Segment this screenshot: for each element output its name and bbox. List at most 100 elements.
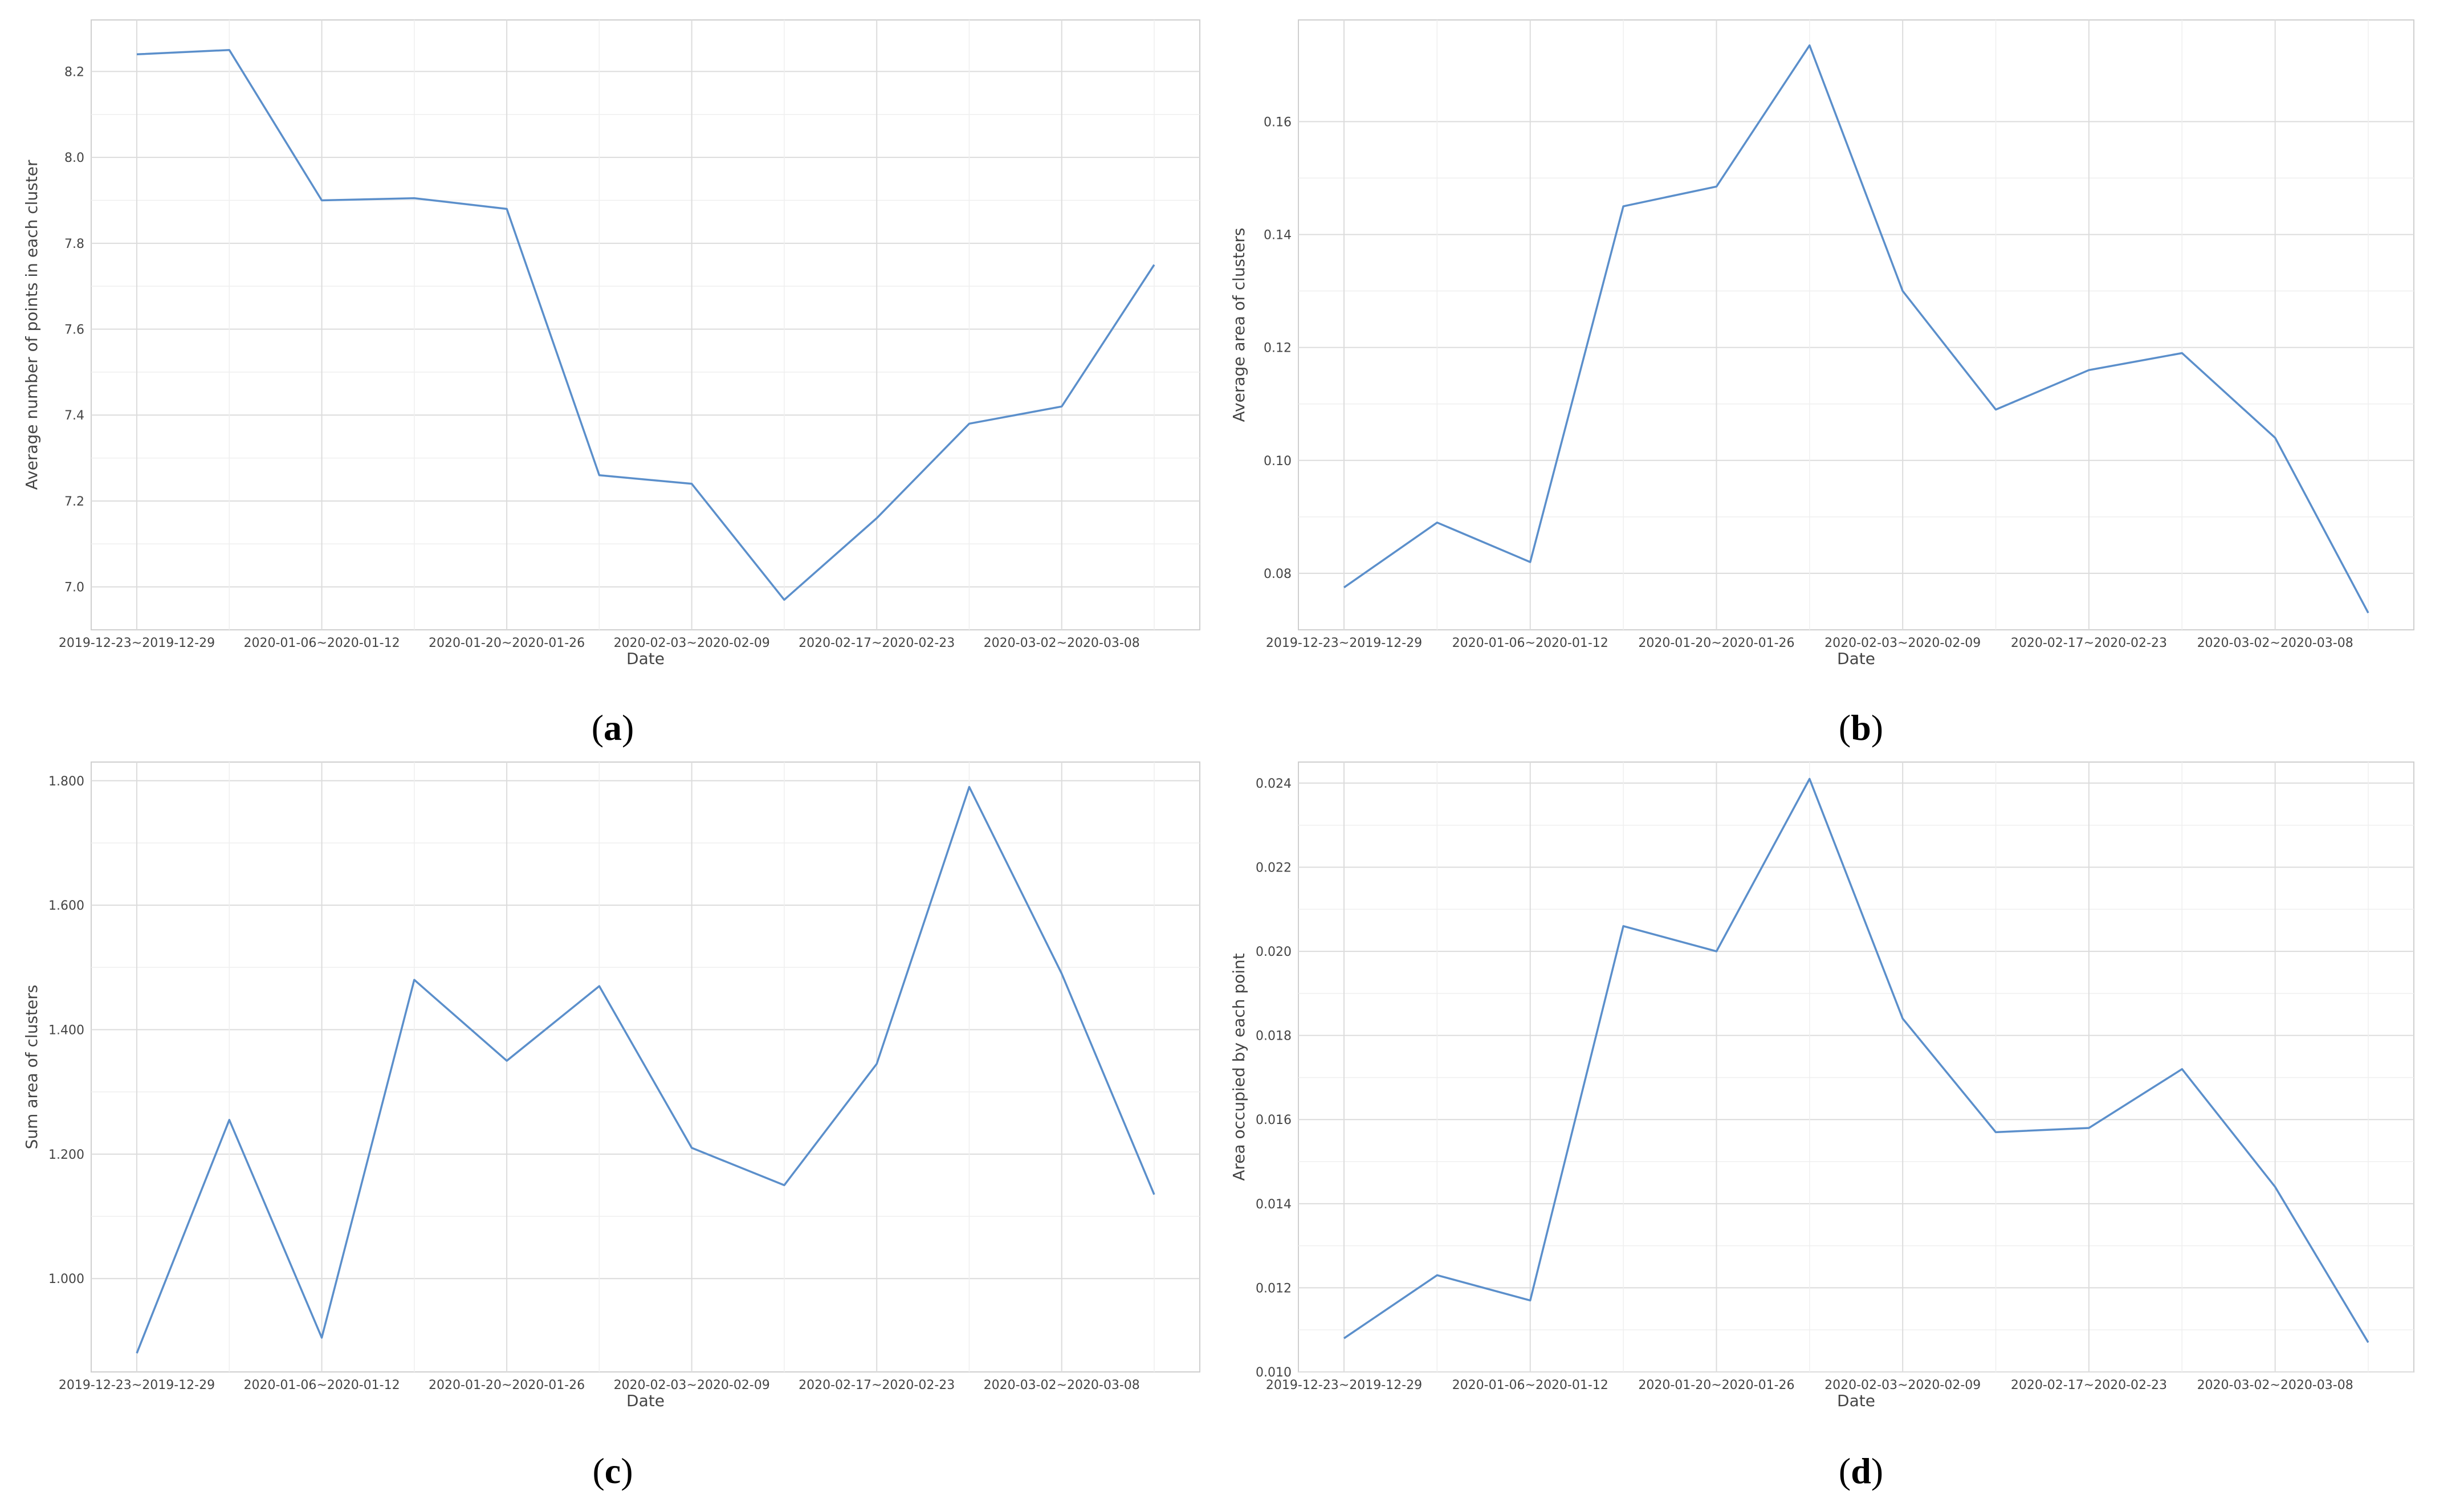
- y-tick-label-a: 7.4: [64, 409, 84, 423]
- data-point-b: [2088, 369, 2090, 371]
- data-point-d: [1809, 778, 1811, 780]
- data-point-d: [1901, 1017, 1904, 1020]
- y-tick-label-a: 8.2: [64, 65, 84, 79]
- chart-panel-d: 0.010 0.012 0.014 0.016 0.018 0.020 0.022 0.024…: [1229, 761, 2414, 1410]
- data-point-a: [968, 422, 970, 425]
- y-tick-label-a: 7.0: [64, 581, 84, 595]
- x-tick-label-b: 2020-01-06~2020-01-12: [1452, 636, 1608, 650]
- x-tick-label-c: 2020-02-03~2020-02-09: [614, 1378, 770, 1392]
- y-tick-label-d: 0.022: [1256, 861, 1292, 875]
- y-tick-label-a: 7.6: [64, 323, 84, 337]
- data-point-d: [2181, 1068, 2183, 1070]
- x-tick-label-a: 2020-02-17~2020-02-23: [799, 636, 955, 650]
- y-tick-label-d: 0.020: [1256, 945, 1292, 959]
- x-tick-label-c: 2019-12-23~2019-12-29: [59, 1378, 215, 1392]
- y-tick-label-d: 0.012: [1256, 1281, 1292, 1296]
- data-point-c: [968, 786, 970, 788]
- data-point-c: [506, 1060, 508, 1062]
- data-point-a: [228, 49, 230, 51]
- data-point-c: [228, 1119, 230, 1121]
- data-point-d: [1529, 1300, 1532, 1302]
- x-tick-label-a: 2020-03-02~2020-03-08: [984, 636, 1140, 650]
- x-axis-title-d: Date: [1837, 1391, 1875, 1410]
- x-tick-label-b: 2020-03-02~2020-03-08: [2197, 636, 2353, 650]
- data-point-a: [875, 517, 878, 519]
- data-point-a: [321, 199, 323, 201]
- data-point-c: [783, 1184, 785, 1186]
- plot-frame-d: [1298, 761, 2414, 1372]
- x-axis-title-b: Date: [1837, 649, 1875, 668]
- y-tick-label-d: 0.018: [1256, 1029, 1292, 1044]
- data-point-d: [2274, 1186, 2276, 1188]
- x-tick-label-c: 2020-02-17~2020-02-23: [799, 1378, 955, 1392]
- y-axis-title-a: Average number of points in each cluster: [22, 160, 41, 490]
- x-tick-label-a: 2020-01-06~2020-01-12: [243, 636, 400, 650]
- data-point-c: [1061, 972, 1063, 975]
- data-point-a: [136, 53, 138, 55]
- data-point-a: [413, 197, 416, 199]
- y-tick-label-c: 1.400: [48, 1023, 84, 1037]
- y-axis-title-c: Sum area of clusters: [22, 985, 41, 1150]
- data-point-b: [1715, 185, 1717, 188]
- y-tick-label-b: 0.16: [1264, 115, 1292, 129]
- caption-a: (a): [592, 707, 634, 748]
- x-tick-label-c: 2020-01-20~2020-01-26: [429, 1378, 585, 1392]
- data-point-c: [1153, 1194, 1155, 1196]
- y-tick-label-d: 0.010: [1256, 1366, 1292, 1380]
- data-point-a: [1061, 405, 1063, 408]
- data-point-d: [1715, 950, 1717, 952]
- data-point-a: [598, 474, 600, 476]
- x-tick-label-b: 2020-02-17~2020-02-23: [2011, 636, 2167, 650]
- y-axis-title-d: Area occupied by each point: [1229, 953, 1248, 1181]
- series-line-b: [1343, 44, 2369, 614]
- x-tick-label-b: 2020-02-03~2020-02-09: [1824, 636, 1981, 650]
- x-tick-label-c: 2020-03-02~2020-03-08: [984, 1378, 1140, 1392]
- y-tick-label-c: 1.000: [48, 1272, 84, 1286]
- x-tick-label-d: 2019-12-23~2019-12-29: [1266, 1378, 1422, 1392]
- data-point-c: [413, 979, 416, 981]
- data-point-d: [1343, 1337, 1345, 1339]
- y-tick-label-a: 7.8: [64, 237, 84, 251]
- data-point-b: [1529, 561, 1532, 563]
- y-tick-label-d: 0.016: [1256, 1113, 1292, 1127]
- data-point-a: [1153, 264, 1155, 266]
- y-tick-label-c: 1.200: [48, 1148, 84, 1162]
- data-point-d: [1436, 1274, 1438, 1276]
- y-tick-label-b: 0.12: [1264, 341, 1292, 356]
- data-point-d: [1622, 925, 1624, 927]
- x-tick-label-a: 2020-02-03~2020-02-09: [614, 636, 770, 650]
- x-axis-title-c: Date: [626, 1391, 665, 1410]
- x-tick-label-d: 2020-01-20~2020-01-26: [1638, 1378, 1794, 1392]
- data-point-b: [1809, 44, 1811, 47]
- x-axis-title-a: Date: [626, 649, 665, 668]
- data-point-a: [506, 208, 508, 210]
- plot-frame-b: [1298, 19, 2414, 630]
- data-point-c: [321, 1337, 323, 1339]
- caption-b: (b): [1839, 707, 1883, 748]
- y-tick-label-c: 1.600: [48, 899, 84, 913]
- y-tick-label-b: 0.10: [1264, 454, 1292, 469]
- series-line-d: [1343, 777, 2369, 1343]
- series-line-a: [136, 48, 1155, 601]
- y-tick-label-a: 8.0: [64, 151, 84, 165]
- y-tick-label-c: 1.800: [48, 775, 84, 789]
- data-point-c: [598, 985, 600, 987]
- series-line-c: [136, 785, 1155, 1354]
- plot-frame-a: [91, 19, 1200, 630]
- data-point-b: [2274, 437, 2276, 439]
- x-tick-label-d: 2020-01-06~2020-01-12: [1452, 1378, 1608, 1392]
- chart-panel-c: 1.000 1.200 1.400 1.600 1.800 2019-12-23~2019…: [22, 761, 1200, 1410]
- y-axis-title-b: Average area of clusters: [1229, 228, 1248, 422]
- data-point-a: [783, 598, 785, 601]
- x-tick-label-d: 2020-02-03~2020-02-09: [1824, 1378, 1981, 1392]
- data-point-d: [1995, 1131, 1997, 1133]
- y-tick-label-d: 0.024: [1256, 777, 1292, 791]
- y-tick-label-b: 0.08: [1264, 567, 1292, 581]
- x-tick-label-d: 2020-03-02~2020-03-08: [2197, 1378, 2353, 1392]
- data-point-c: [691, 1147, 693, 1149]
- y-tick-label-a: 7.2: [64, 495, 84, 509]
- data-point-b: [1436, 522, 1438, 524]
- data-point-c: [875, 1063, 878, 1065]
- data-point-b: [2181, 352, 2183, 355]
